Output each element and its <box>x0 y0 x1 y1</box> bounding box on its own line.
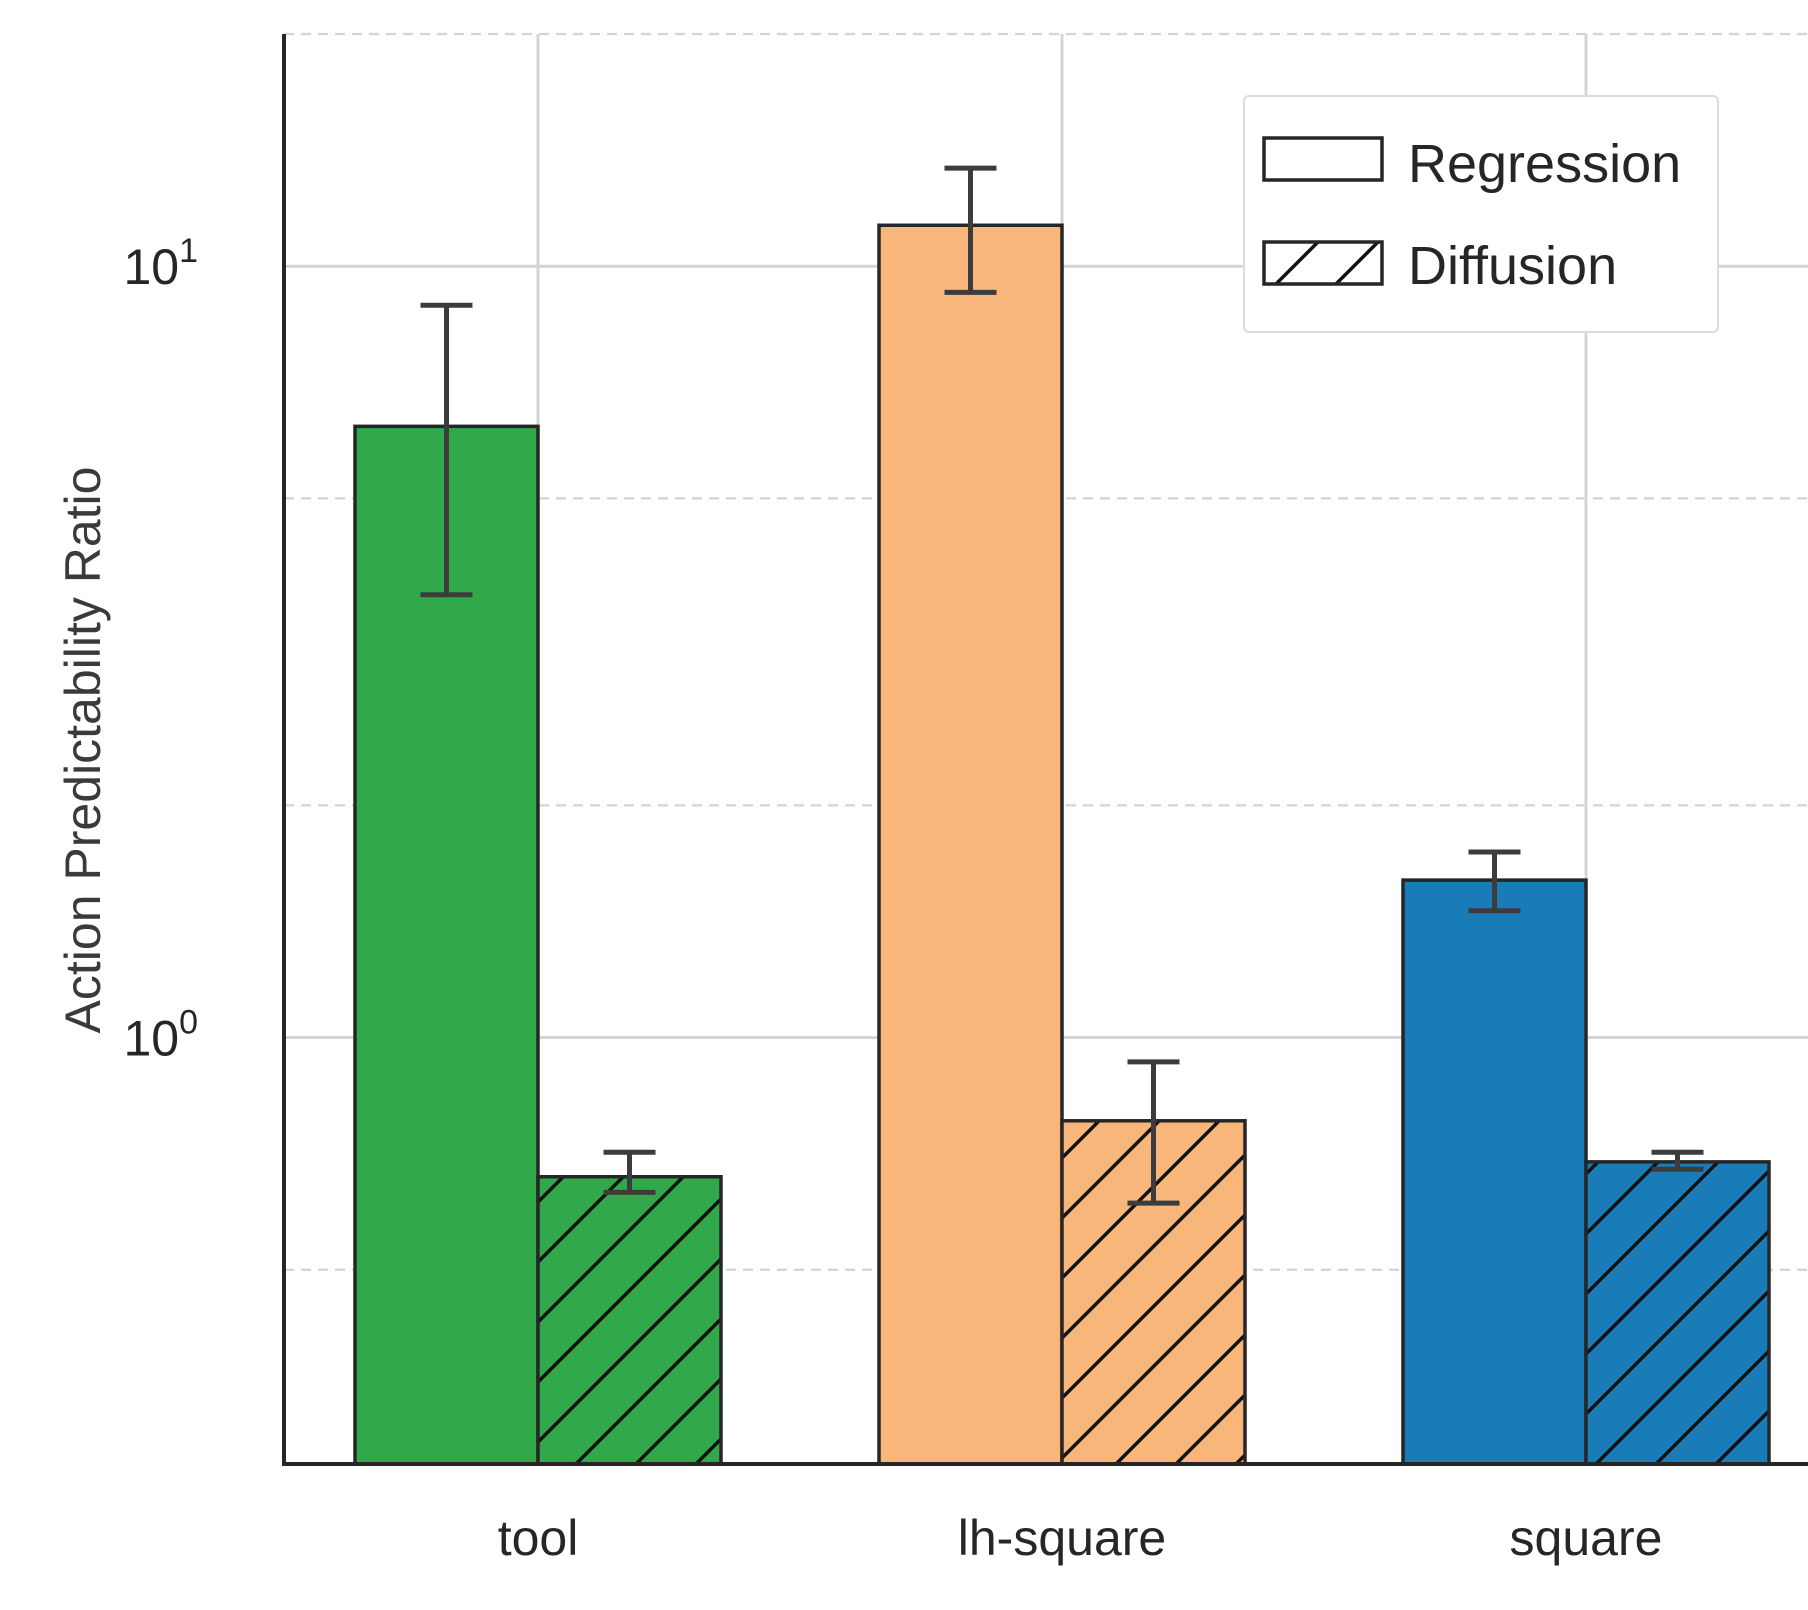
error-bars <box>420 165 1704 1206</box>
y-tick-label-1: 100 <box>123 1004 198 1067</box>
y-tick-label-10: 101 <box>123 232 198 295</box>
y-axis-label: Action Predictability Ratio <box>55 467 111 1034</box>
bar-regression-lh-square <box>879 225 1062 1465</box>
legend: Regression Diffusion <box>1243 95 1719 333</box>
axes <box>282 34 1808 1466</box>
legend-swatch-regression <box>1262 136 1384 182</box>
bar-hatch-tool <box>538 1176 721 1464</box>
legend-swatch-diffusion <box>1262 240 1384 286</box>
bar-regression-tool <box>355 426 538 1464</box>
bar-regression-square <box>1403 880 1586 1464</box>
legend-label-diffusion: Diffusion <box>1408 236 1617 296</box>
tick-labels: tool lh-square square 100 101 <box>123 232 1662 1566</box>
x-tick-label-square: square <box>1510 1510 1663 1566</box>
legend-label-regression: Regression <box>1408 134 1681 194</box>
legend-frame <box>1243 95 1719 333</box>
bar-hatch-square <box>1586 1161 1769 1464</box>
bars <box>353 223 1771 1466</box>
x-tick-label-lh-square: lh-square <box>958 1510 1166 1566</box>
x-tick-label-tool: tool <box>498 1510 579 1566</box>
